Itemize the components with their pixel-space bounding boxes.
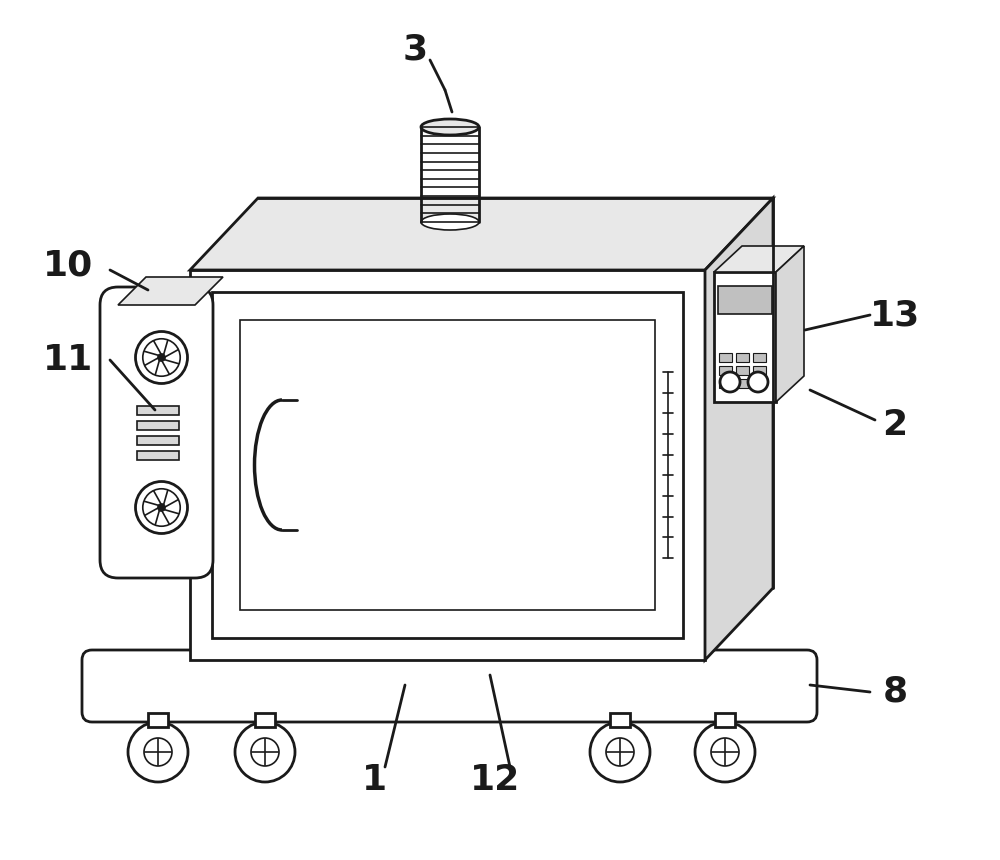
Circle shape (143, 488, 180, 526)
Circle shape (748, 372, 768, 392)
FancyBboxPatch shape (82, 650, 817, 722)
Polygon shape (190, 198, 773, 270)
Polygon shape (705, 198, 773, 660)
Text: 11: 11 (43, 343, 93, 377)
Bar (190, 270, 705, 660)
Text: 13: 13 (870, 298, 920, 332)
Bar (212, 292, 683, 638)
Bar (736, 366, 749, 375)
Polygon shape (714, 246, 804, 272)
Bar (719, 379, 732, 388)
Bar (148, 713, 168, 727)
Circle shape (720, 372, 740, 392)
Text: 3: 3 (402, 33, 428, 67)
Bar (255, 713, 275, 727)
Bar (714, 272, 776, 402)
Bar (736, 379, 749, 388)
Polygon shape (118, 277, 223, 305)
Bar (240, 320, 655, 610)
Circle shape (128, 722, 188, 782)
Bar (719, 366, 732, 375)
Bar (753, 379, 766, 388)
Circle shape (158, 353, 166, 361)
Bar (719, 353, 732, 362)
FancyBboxPatch shape (100, 287, 213, 578)
Bar (136, 451, 178, 459)
Ellipse shape (421, 119, 479, 135)
Circle shape (251, 738, 279, 766)
Polygon shape (776, 246, 804, 402)
Circle shape (136, 482, 188, 533)
Text: 1: 1 (362, 763, 388, 797)
Bar (136, 421, 178, 429)
Bar (753, 353, 766, 362)
Bar (753, 366, 766, 375)
Bar (718, 286, 772, 314)
Ellipse shape (421, 214, 479, 230)
Circle shape (590, 722, 650, 782)
Text: 2: 2 (882, 408, 908, 442)
Text: 8: 8 (882, 675, 908, 709)
Circle shape (136, 331, 188, 384)
Circle shape (711, 738, 739, 766)
Circle shape (158, 503, 166, 512)
Text: 12: 12 (470, 763, 520, 797)
Bar (136, 406, 178, 415)
Bar (736, 353, 749, 362)
Text: 10: 10 (43, 248, 93, 282)
Circle shape (606, 738, 634, 766)
Circle shape (144, 738, 172, 766)
Circle shape (235, 722, 295, 782)
Circle shape (695, 722, 755, 782)
Bar (610, 713, 630, 727)
Bar (136, 435, 178, 445)
Bar (715, 713, 735, 727)
Circle shape (143, 339, 180, 376)
